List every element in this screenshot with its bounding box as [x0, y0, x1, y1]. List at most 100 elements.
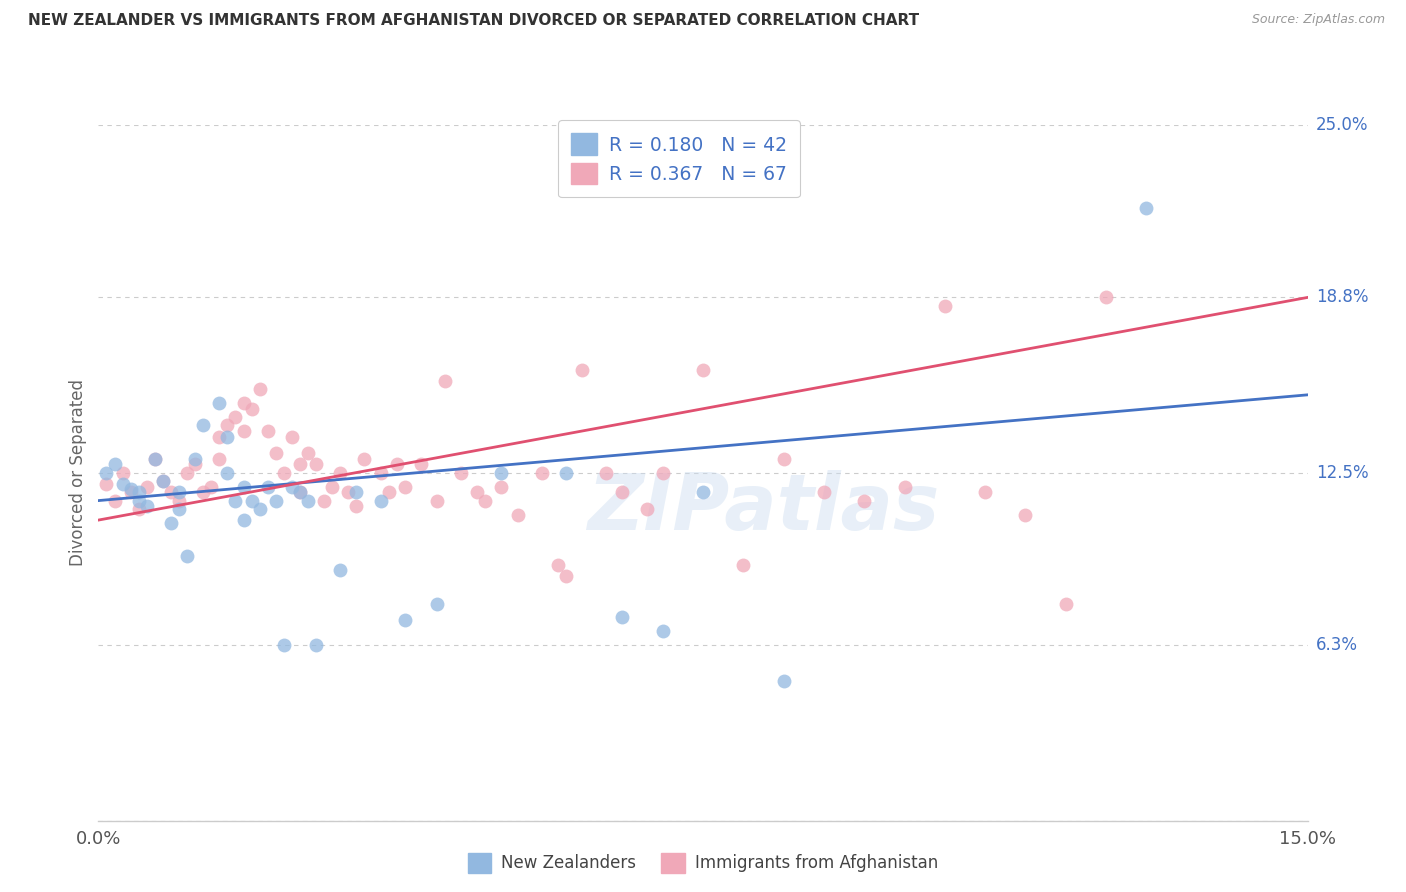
Point	[465, 485, 488, 500]
Point	[232, 424, 254, 438]
Point	[934, 299, 956, 313]
Point	[1135, 202, 1157, 216]
Point	[434, 374, 457, 388]
Point	[394, 480, 416, 494]
Point	[305, 458, 328, 472]
Point	[184, 451, 207, 466]
Point	[111, 466, 134, 480]
Point	[772, 451, 794, 466]
Point	[273, 638, 295, 652]
Point	[184, 458, 207, 472]
Y-axis label: Divorced or Separated: Divorced or Separated	[69, 379, 87, 566]
Point	[232, 480, 254, 494]
Point	[555, 466, 578, 480]
Point	[103, 458, 125, 472]
Point	[571, 363, 593, 377]
Point	[208, 451, 231, 466]
Legend: New Zealanders, Immigrants from Afghanistan: New Zealanders, Immigrants from Afghanis…	[461, 847, 945, 880]
Point	[103, 493, 125, 508]
Point	[344, 499, 367, 513]
Point	[288, 485, 311, 500]
Point	[297, 446, 319, 460]
Point	[974, 485, 997, 500]
Point	[491, 466, 513, 480]
Point	[651, 466, 673, 480]
Point	[208, 429, 231, 443]
Point	[96, 466, 118, 480]
Text: 6.3%: 6.3%	[1316, 636, 1358, 655]
Point	[128, 493, 150, 508]
Point	[176, 549, 198, 564]
Point	[813, 485, 835, 500]
Point	[256, 480, 278, 494]
Point	[200, 480, 222, 494]
Point	[135, 480, 157, 494]
Point	[692, 363, 714, 377]
Point	[208, 396, 231, 410]
Point	[120, 485, 142, 500]
Point	[297, 493, 319, 508]
Point	[426, 597, 449, 611]
Point	[344, 485, 367, 500]
Point	[893, 480, 915, 494]
Point	[555, 568, 578, 582]
Point	[772, 674, 794, 689]
Text: 18.8%: 18.8%	[1316, 288, 1368, 307]
Point	[273, 466, 295, 480]
Point	[651, 624, 673, 639]
Point	[217, 418, 239, 433]
Point	[160, 485, 183, 500]
Point	[232, 513, 254, 527]
Point	[329, 466, 352, 480]
Point	[636, 502, 658, 516]
Point	[370, 466, 392, 480]
Point	[612, 610, 634, 624]
Point	[224, 410, 246, 425]
Point	[176, 466, 198, 480]
Text: 25.0%: 25.0%	[1316, 116, 1368, 134]
Text: ZIPatlas: ZIPatlas	[588, 469, 939, 546]
Point	[1095, 290, 1118, 304]
Point	[612, 485, 634, 500]
Point	[111, 476, 134, 491]
Point	[264, 493, 287, 508]
Point	[135, 499, 157, 513]
Point	[321, 480, 343, 494]
Point	[193, 418, 215, 433]
Point	[232, 396, 254, 410]
Point	[370, 493, 392, 508]
Point	[288, 458, 311, 472]
Point	[217, 429, 239, 443]
Point	[353, 451, 375, 466]
Point	[337, 485, 360, 500]
Point	[409, 458, 432, 472]
Point	[120, 483, 142, 497]
Point	[314, 493, 336, 508]
Text: NEW ZEALANDER VS IMMIGRANTS FROM AFGHANISTAN DIVORCED OR SEPARATED CORRELATION C: NEW ZEALANDER VS IMMIGRANTS FROM AFGHANI…	[28, 13, 920, 29]
Text: Source: ZipAtlas.com: Source: ZipAtlas.com	[1251, 13, 1385, 27]
Point	[152, 474, 174, 488]
Point	[167, 485, 190, 500]
Point	[281, 429, 304, 443]
Point	[167, 493, 190, 508]
Point	[530, 466, 553, 480]
Point	[474, 493, 496, 508]
Point	[305, 638, 328, 652]
Point	[853, 493, 876, 508]
Point	[167, 502, 190, 516]
Point	[506, 508, 529, 522]
Point	[595, 466, 617, 480]
Point	[240, 401, 263, 416]
Point	[193, 485, 215, 500]
Point	[152, 474, 174, 488]
Point	[128, 485, 150, 500]
Point	[1014, 508, 1036, 522]
Point	[329, 563, 352, 577]
Point	[143, 451, 166, 466]
Point	[733, 558, 755, 572]
Point	[160, 516, 183, 530]
Point	[264, 446, 287, 460]
Point	[143, 451, 166, 466]
Point	[692, 485, 714, 500]
Point	[240, 493, 263, 508]
